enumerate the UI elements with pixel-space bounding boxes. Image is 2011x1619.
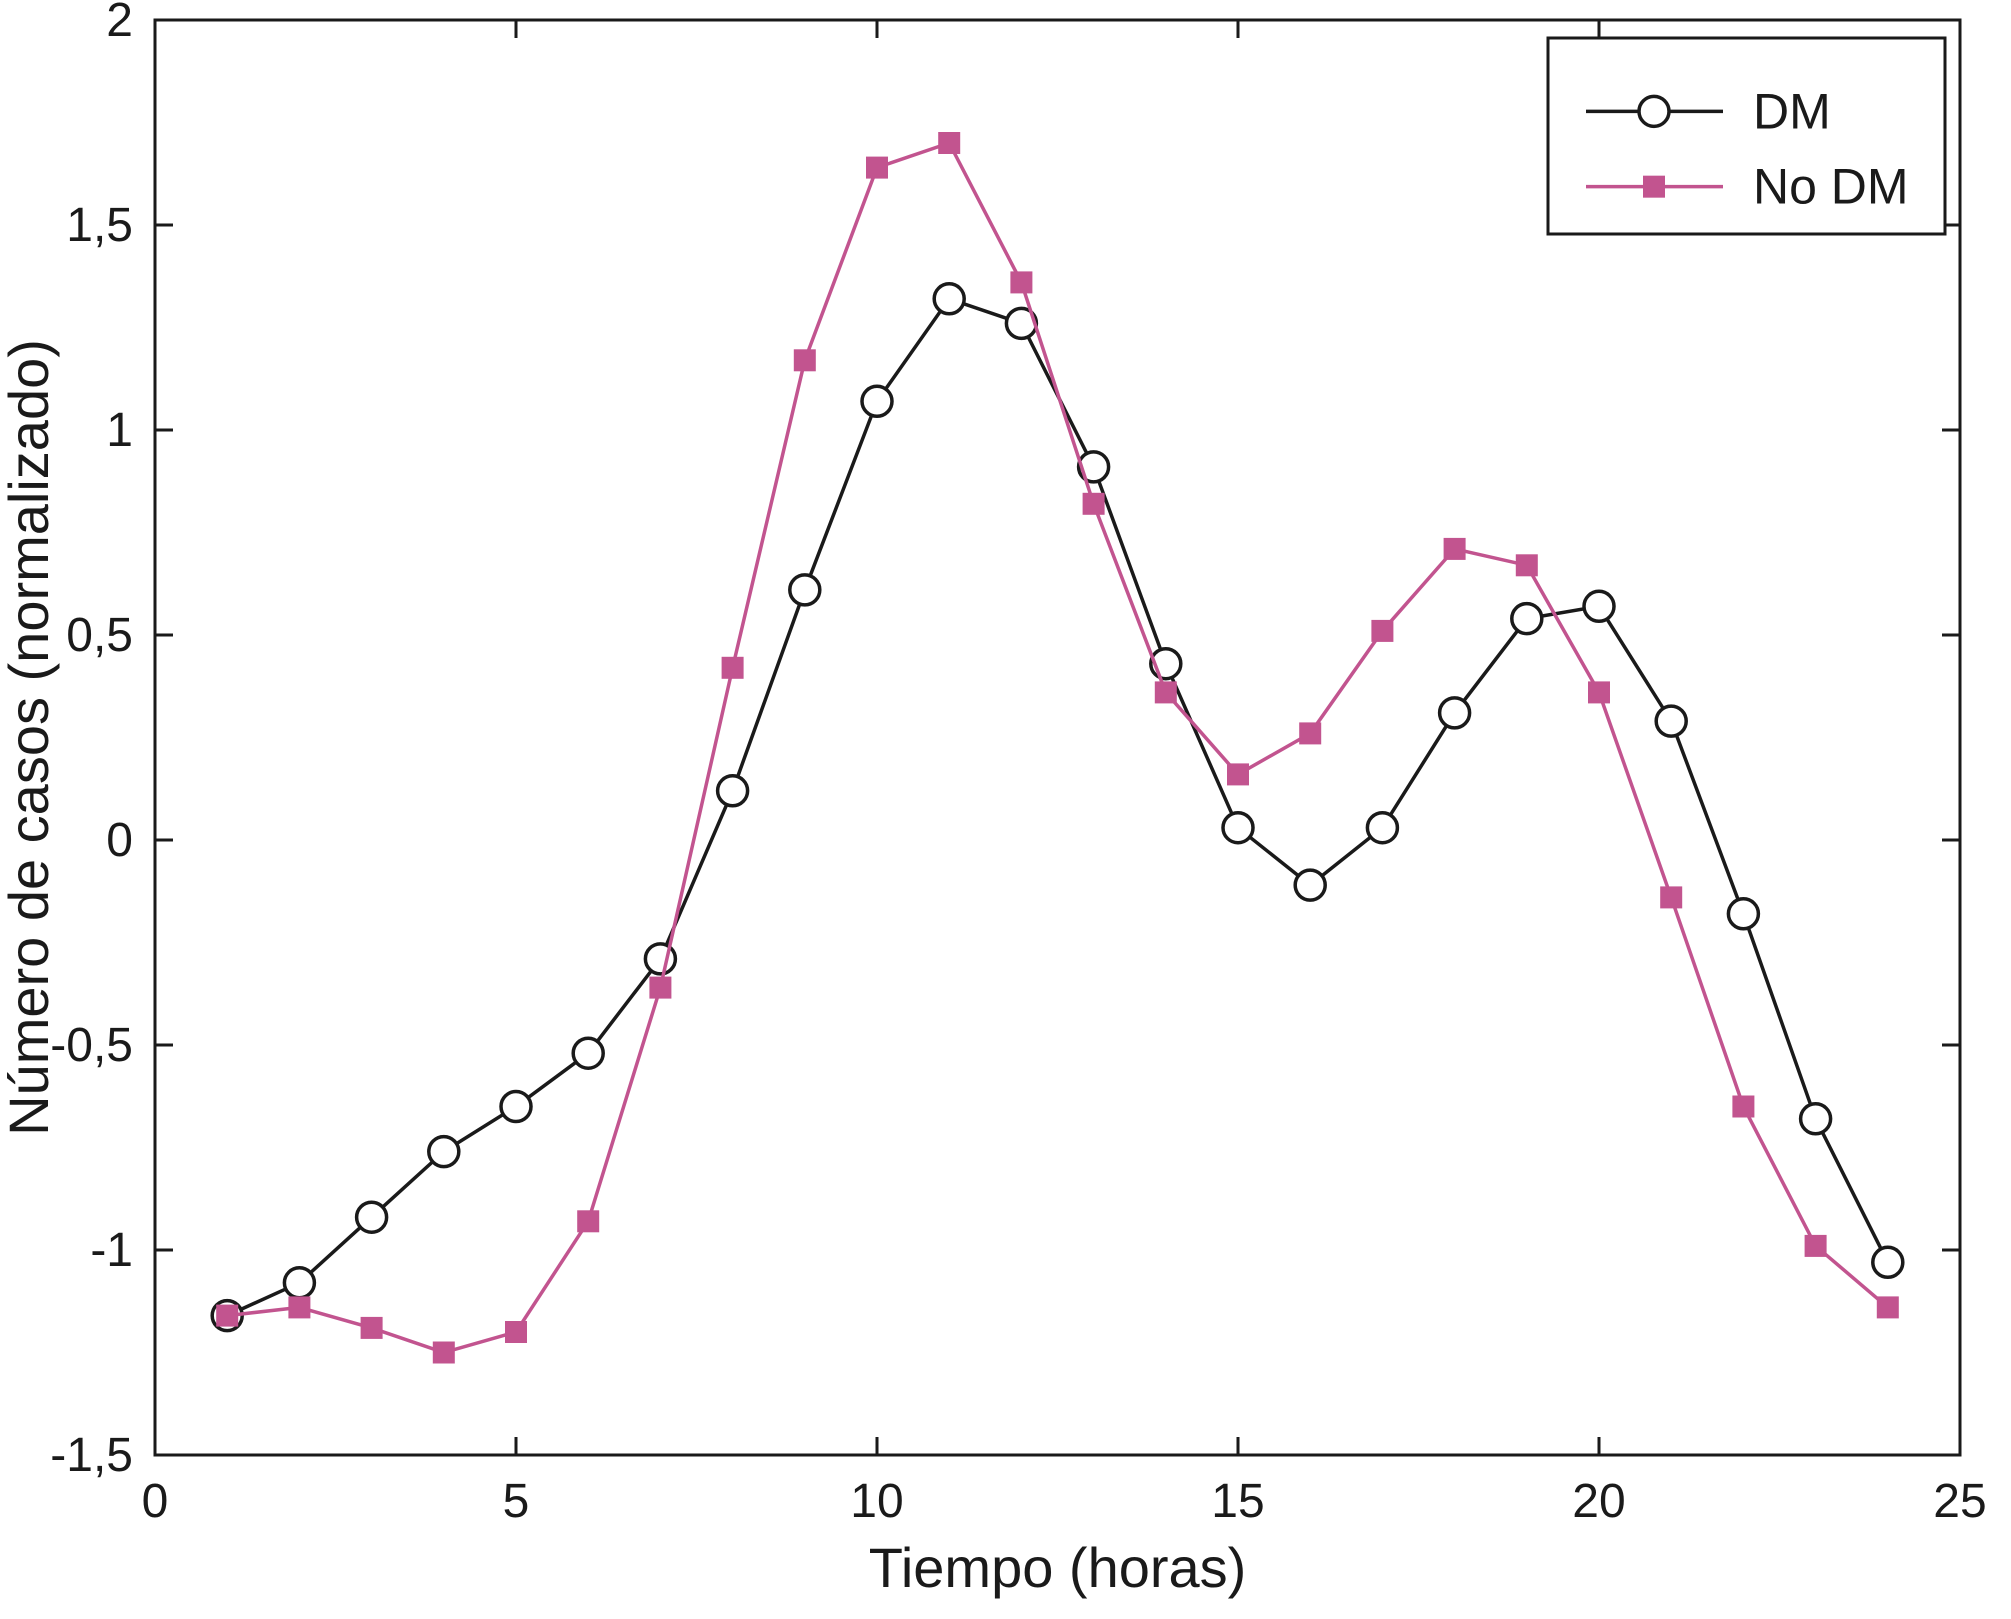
marker-square <box>1443 537 1466 560</box>
y-axis-label: Número de casos (normalizado) <box>0 339 60 1136</box>
plot-box <box>153 18 1962 1457</box>
marker-circle <box>499 1089 533 1124</box>
marker-square <box>1010 271 1033 294</box>
x-tick-label: 10 <box>850 1475 903 1528</box>
marker-square <box>432 1341 455 1364</box>
marker-square <box>1732 1095 1755 1118</box>
y-tick-label: -1 <box>90 1224 133 1277</box>
marker-square <box>1082 492 1105 515</box>
y-tick-label: 2 <box>106 0 133 47</box>
x-tick-label: 20 <box>1572 1475 1625 1528</box>
marker-square <box>360 1316 383 1339</box>
x-axis-ticks <box>153 20 1962 1455</box>
marker-circle <box>1510 601 1544 636</box>
marker-circle <box>1637 94 1671 129</box>
y-tick-label: -1,5 <box>50 1429 133 1482</box>
y-tick-labels: -1,5 -1 -0,5 0 0,5 1 1,5 2 <box>50 0 133 1482</box>
marker-circle <box>1221 810 1255 845</box>
marker-circle <box>788 573 822 607</box>
marker-circle <box>427 1134 461 1169</box>
marker-circle <box>1654 704 1688 738</box>
x-tick-label: 5 <box>503 1475 530 1528</box>
legend-entry-no-dm: No DM <box>1586 159 1909 215</box>
x-tick-labels: 0 5 10 15 20 25 <box>142 1475 1987 1528</box>
marker-square <box>216 1304 239 1327</box>
marker-circle <box>860 384 894 419</box>
marker-square <box>1660 886 1683 909</box>
marker-square <box>1804 1234 1827 1257</box>
marker-circle <box>1871 1245 1905 1280</box>
series-markers-no-dm <box>216 132 1899 1364</box>
marker-circle <box>715 774 750 808</box>
marker-circle <box>1365 810 1400 845</box>
y-tick-label: 1,5 <box>66 199 133 252</box>
y-tick-label: -0,5 <box>50 1019 133 1072</box>
marker-square <box>1299 722 1322 745</box>
legend-label: No DM <box>1753 159 1909 215</box>
marker-circle <box>1437 696 1472 730</box>
series-markers-dm <box>210 282 1905 1333</box>
x-tick-label: 15 <box>1211 1475 1264 1528</box>
marker-circle <box>1798 1102 1833 1136</box>
legend: DM No DM <box>1546 36 1947 236</box>
marker-square <box>505 1321 527 1343</box>
x-tick-label: 0 <box>142 1475 169 1528</box>
marker-square <box>1588 681 1610 704</box>
marker-square <box>793 349 816 372</box>
marker-circle <box>1076 450 1111 484</box>
marker-circle <box>932 282 966 316</box>
marker-circle <box>1582 589 1616 624</box>
marker-circle <box>282 1266 317 1300</box>
marker-square <box>288 1296 311 1319</box>
series-line-no-dm <box>227 140 1889 1355</box>
marker-square <box>938 132 961 154</box>
marker-square <box>721 656 744 679</box>
marker-square <box>649 976 672 999</box>
y-tick-label: 0,5 <box>66 609 133 662</box>
legend-box <box>1546 36 1947 236</box>
marker-circle <box>1293 868 1327 902</box>
x-tick-label: 25 <box>1933 1475 1986 1528</box>
marker-square <box>1371 619 1394 642</box>
marker-circle <box>354 1200 389 1234</box>
marker-square <box>866 156 888 179</box>
y-axis-ticks <box>155 18 1960 1457</box>
marker-square <box>577 1210 600 1233</box>
marker-square <box>1227 763 1249 786</box>
x-axis-label: Tiempo (horas) <box>869 1536 1247 1599</box>
marker-square <box>1154 681 1177 704</box>
marker-circle <box>571 1036 605 1070</box>
marker-square <box>1515 554 1538 577</box>
y-tick-label: 1 <box>106 404 133 457</box>
y-tick-label: 0 <box>106 814 133 867</box>
marker-square <box>1643 175 1665 198</box>
marker-square <box>1876 1296 1899 1319</box>
legend-entry-dm: DM <box>1586 83 1831 139</box>
marker-circle <box>1726 897 1761 931</box>
legend-label: DM <box>1753 83 1831 139</box>
